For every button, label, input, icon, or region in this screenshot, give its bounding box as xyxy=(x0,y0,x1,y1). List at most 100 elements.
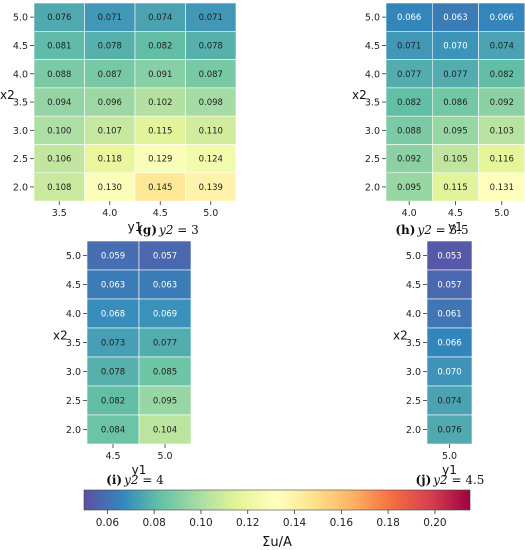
cell-value-label: 0.070 xyxy=(437,368,461,378)
heatmap-cell xyxy=(185,115,237,145)
y-tick-label: 5.0 xyxy=(66,251,81,262)
y-tick-label: 5.0 xyxy=(13,13,28,24)
heatmap-cell xyxy=(86,269,140,300)
heatmap-cell xyxy=(385,2,433,32)
cell-value-label: 0.068 xyxy=(101,310,125,320)
cell-value-label: 0.104 xyxy=(153,426,177,436)
heatmap-panel-3: 0.053 0.057 0.061 0.066 0.070 0.074 0.076 5.0 4.… xyxy=(393,240,485,487)
cell-value-label: 0.107 xyxy=(98,126,122,136)
x-tick-label: 5.0 xyxy=(494,208,509,219)
cell-value-label: 0.118 xyxy=(98,155,122,165)
cell-value-label: 0.057 xyxy=(153,252,177,262)
heatmap-cell xyxy=(84,30,136,60)
heatmap-cell xyxy=(426,298,473,329)
cell-value-label: 0.071 xyxy=(397,41,421,51)
heatmap-cell xyxy=(426,414,473,445)
cell-value-label: 0.063 xyxy=(443,13,467,23)
heatmap-cell xyxy=(185,2,237,32)
x-tick-label: 5.0 xyxy=(203,208,218,219)
colorbar-tick-label: 0.16 xyxy=(330,517,354,529)
cell-value-label: 0.115 xyxy=(148,126,172,136)
y-tick-label: 4.0 xyxy=(66,309,81,320)
cell-value-label: 0.082 xyxy=(101,397,125,407)
heatmap-cell xyxy=(134,172,186,202)
cell-value-label: 0.116 xyxy=(490,155,514,165)
y-tick-label: 4.5 xyxy=(365,41,380,52)
y-tick-label: 2.0 xyxy=(365,182,380,193)
cell-value-label: 0.063 xyxy=(153,281,177,291)
x-tick-label: 4.5 xyxy=(153,208,168,219)
y-tick-label: 2.5 xyxy=(365,154,380,165)
heatmap-cell xyxy=(86,385,140,416)
heatmap-cell xyxy=(426,269,473,300)
colorbar-tick-label: 0.08 xyxy=(142,517,165,529)
heatmap-cell xyxy=(138,327,192,358)
panel-caption: (i) y2 = 4 xyxy=(106,473,164,487)
y-tick-label: 3.5 xyxy=(66,338,81,349)
cell-value-label: 0.085 xyxy=(153,368,177,378)
cell-value-label: 0.077 xyxy=(397,70,421,80)
cell-value-label: 0.078 xyxy=(199,41,223,51)
y-tick-label: 2.0 xyxy=(13,182,28,193)
x-axis-label: y1 xyxy=(448,220,463,234)
cell-value-label: 0.066 xyxy=(397,13,421,23)
heatmap-cell xyxy=(134,144,186,174)
colorbar-tick-label: 0.14 xyxy=(283,517,307,529)
cell-value-label: 0.098 xyxy=(199,98,223,108)
heatmap-cell xyxy=(138,240,192,271)
cell-value-label: 0.078 xyxy=(98,41,122,51)
cell-value-label: 0.081 xyxy=(47,41,71,51)
cell-value-label: 0.124 xyxy=(199,155,223,165)
cell-value-label: 0.074 xyxy=(148,13,172,23)
cell-value-label: 0.071 xyxy=(98,13,122,23)
y-tick-label: 4.5 xyxy=(13,41,28,52)
cell-value-label: 0.086 xyxy=(443,98,467,108)
cell-value-label: 0.061 xyxy=(437,310,461,320)
y-tick-label: 5.0 xyxy=(365,13,380,24)
x-axis-label: y1 xyxy=(442,463,457,477)
x-tick-label: 3.5 xyxy=(52,208,67,219)
y-tick-label: 2.5 xyxy=(13,154,28,165)
x-tick-label: 5.0 xyxy=(157,451,172,462)
heatmap-cell xyxy=(138,385,192,416)
y-tick-label: 2.0 xyxy=(66,425,81,436)
heatmap-cell xyxy=(134,2,186,32)
heatmap-cell xyxy=(84,115,136,145)
cell-value-label: 0.108 xyxy=(47,183,71,193)
cell-value-label: 0.130 xyxy=(98,183,122,193)
cell-value-label: 0.088 xyxy=(397,126,421,136)
heatmap-cell xyxy=(426,327,473,358)
panel-caption: (j) y2 = 4.5 xyxy=(416,473,485,487)
heatmap-cell xyxy=(86,356,140,387)
cell-value-label: 0.094 xyxy=(47,98,71,108)
x-tick-label: 4.0 xyxy=(402,208,417,219)
x-tick-label: 4.0 xyxy=(102,208,117,219)
heatmap-cell xyxy=(385,172,433,202)
cell-value-label: 0.074 xyxy=(437,397,461,407)
cell-value-label: 0.057 xyxy=(437,281,461,291)
heatmap-cell xyxy=(33,2,85,32)
cell-value-label: 0.082 xyxy=(397,98,421,108)
cell-value-label: 0.063 xyxy=(101,281,125,291)
x-axis-label: y1 xyxy=(132,463,147,477)
x-tick-label: 5.0 xyxy=(442,451,457,462)
heatmap-cell xyxy=(185,144,237,174)
heatmap-cell xyxy=(385,30,433,60)
heatmap-cell xyxy=(385,87,433,117)
cell-value-label: 0.082 xyxy=(148,41,172,51)
panel-caption: (h) y2 = 3.5 xyxy=(395,223,468,237)
x-tick-label: 4.5 xyxy=(105,451,120,462)
heatmap-cell xyxy=(84,59,136,89)
cell-value-label: 0.088 xyxy=(47,70,71,80)
cell-value-label: 0.074 xyxy=(490,41,514,51)
cell-value-label: 0.096 xyxy=(98,98,122,108)
heatmap-cell xyxy=(33,144,85,174)
heatmap-cell xyxy=(185,172,237,202)
y-tick-label: 4.0 xyxy=(365,69,380,80)
cell-value-label: 0.059 xyxy=(101,252,125,262)
y-tick-label: 2.5 xyxy=(66,396,81,407)
colorbar-tick-label: 0.06 xyxy=(96,517,120,529)
cell-value-label: 0.077 xyxy=(443,70,467,80)
y-tick-label: 3.0 xyxy=(365,126,380,137)
